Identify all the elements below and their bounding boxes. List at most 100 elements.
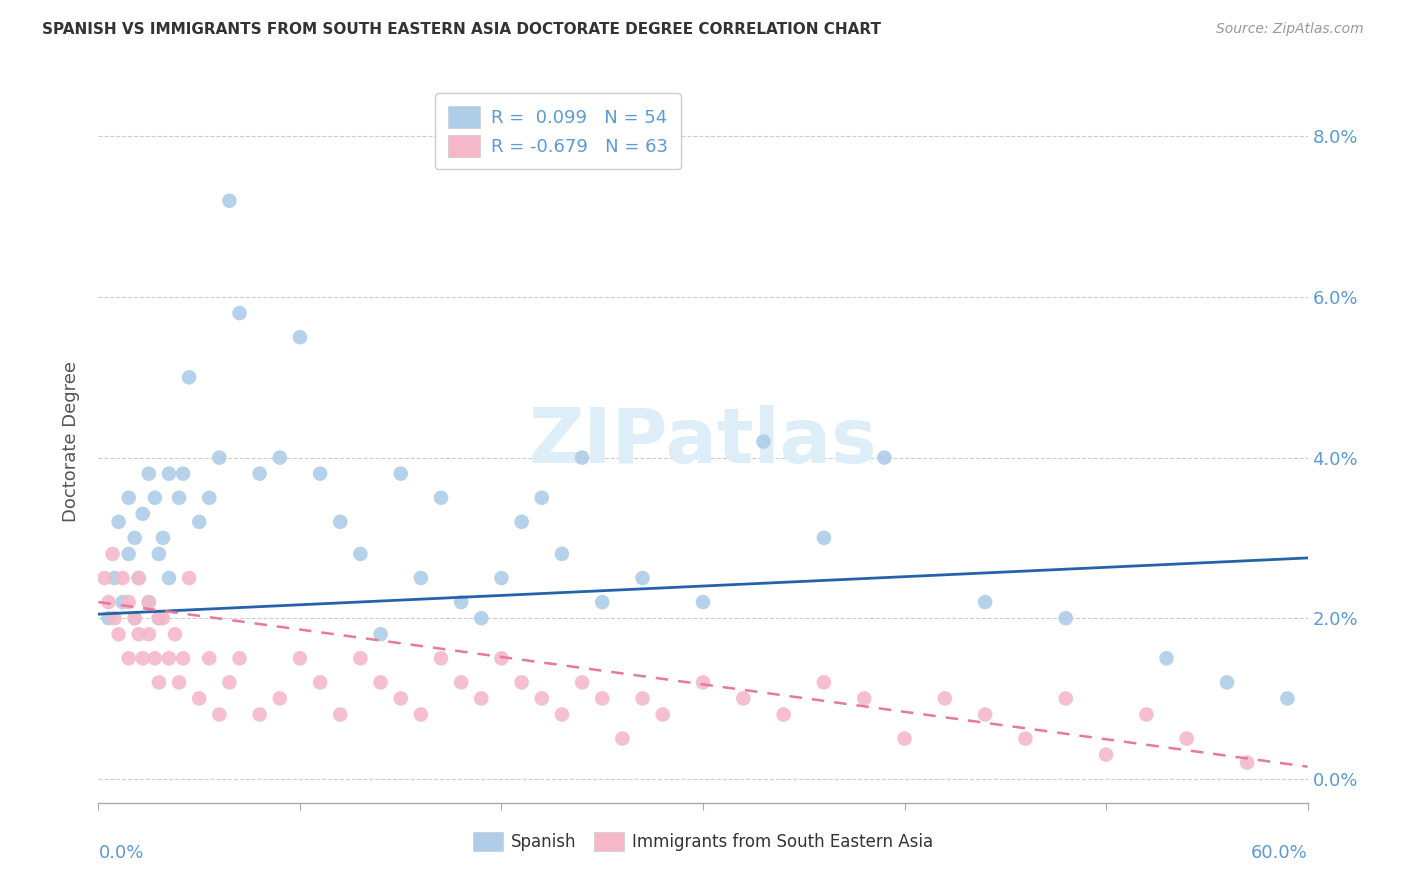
- Point: [138, 467, 160, 481]
- Point: [349, 651, 371, 665]
- Point: [1054, 691, 1077, 706]
- Point: [118, 651, 141, 665]
- Point: [591, 691, 613, 706]
- Point: [103, 571, 125, 585]
- Point: [228, 306, 250, 320]
- Point: [853, 691, 876, 706]
- Point: [101, 547, 124, 561]
- Point: [288, 651, 311, 665]
- Point: [111, 571, 134, 585]
- Text: 0.0%: 0.0%: [98, 845, 143, 863]
- Point: [974, 707, 997, 722]
- Point: [148, 675, 170, 690]
- Point: [591, 595, 613, 609]
- Point: [138, 595, 160, 609]
- Point: [571, 450, 593, 465]
- Point: [450, 675, 472, 690]
- Point: [157, 651, 180, 665]
- Point: [1014, 731, 1036, 746]
- Point: [389, 467, 412, 481]
- Point: [470, 611, 492, 625]
- Point: [269, 691, 291, 706]
- Point: [143, 651, 166, 665]
- Point: [329, 515, 352, 529]
- Point: [491, 571, 513, 585]
- Point: [813, 675, 835, 690]
- Point: [491, 651, 513, 665]
- Point: [124, 611, 146, 625]
- Point: [1156, 651, 1178, 665]
- Point: [430, 651, 453, 665]
- Point: [249, 467, 271, 481]
- Point: [132, 507, 155, 521]
- Text: Source: ZipAtlas.com: Source: ZipAtlas.com: [1216, 22, 1364, 37]
- Point: [1054, 611, 1077, 625]
- Point: [269, 450, 291, 465]
- Point: [143, 491, 166, 505]
- Point: [167, 675, 190, 690]
- Point: [163, 627, 186, 641]
- Point: [118, 595, 141, 609]
- Point: [179, 571, 201, 585]
- Point: [309, 467, 332, 481]
- Point: [228, 651, 250, 665]
- Point: [97, 595, 120, 609]
- Point: [188, 515, 211, 529]
- Point: [309, 675, 332, 690]
- Point: [103, 611, 125, 625]
- Point: [571, 675, 593, 690]
- Point: [128, 571, 150, 585]
- Point: [631, 691, 654, 706]
- Point: [118, 547, 141, 561]
- Point: [124, 611, 146, 625]
- Point: [288, 330, 311, 344]
- Point: [873, 450, 896, 465]
- Point: [450, 595, 472, 609]
- Point: [510, 675, 533, 690]
- Point: [409, 707, 432, 722]
- Point: [1236, 756, 1258, 770]
- Point: [107, 515, 129, 529]
- Point: [167, 491, 190, 505]
- Point: [152, 611, 174, 625]
- Point: [329, 707, 352, 722]
- Point: [208, 450, 231, 465]
- Text: 60.0%: 60.0%: [1251, 845, 1308, 863]
- Point: [218, 675, 240, 690]
- Point: [409, 571, 432, 585]
- Point: [132, 651, 155, 665]
- Point: [651, 707, 673, 722]
- Point: [157, 467, 180, 481]
- Point: [752, 434, 775, 449]
- Point: [172, 651, 194, 665]
- Point: [430, 491, 453, 505]
- Point: [530, 491, 553, 505]
- Point: [157, 571, 180, 585]
- Point: [97, 611, 120, 625]
- Point: [1095, 747, 1118, 762]
- Point: [124, 531, 146, 545]
- Point: [1277, 691, 1299, 706]
- Point: [470, 691, 492, 706]
- Point: [934, 691, 956, 706]
- Point: [813, 531, 835, 545]
- Point: [893, 731, 915, 746]
- Point: [218, 194, 240, 208]
- Point: [772, 707, 794, 722]
- Text: ZIPatlas: ZIPatlas: [529, 405, 877, 478]
- Point: [692, 595, 714, 609]
- Point: [148, 611, 170, 625]
- Point: [510, 515, 533, 529]
- Point: [138, 627, 160, 641]
- Point: [93, 571, 115, 585]
- Point: [389, 691, 412, 706]
- Point: [138, 595, 160, 609]
- Point: [1175, 731, 1198, 746]
- Point: [631, 571, 654, 585]
- Point: [128, 571, 150, 585]
- Point: [692, 675, 714, 690]
- Point: [111, 595, 134, 609]
- Point: [733, 691, 755, 706]
- Point: [179, 370, 201, 384]
- Point: [107, 627, 129, 641]
